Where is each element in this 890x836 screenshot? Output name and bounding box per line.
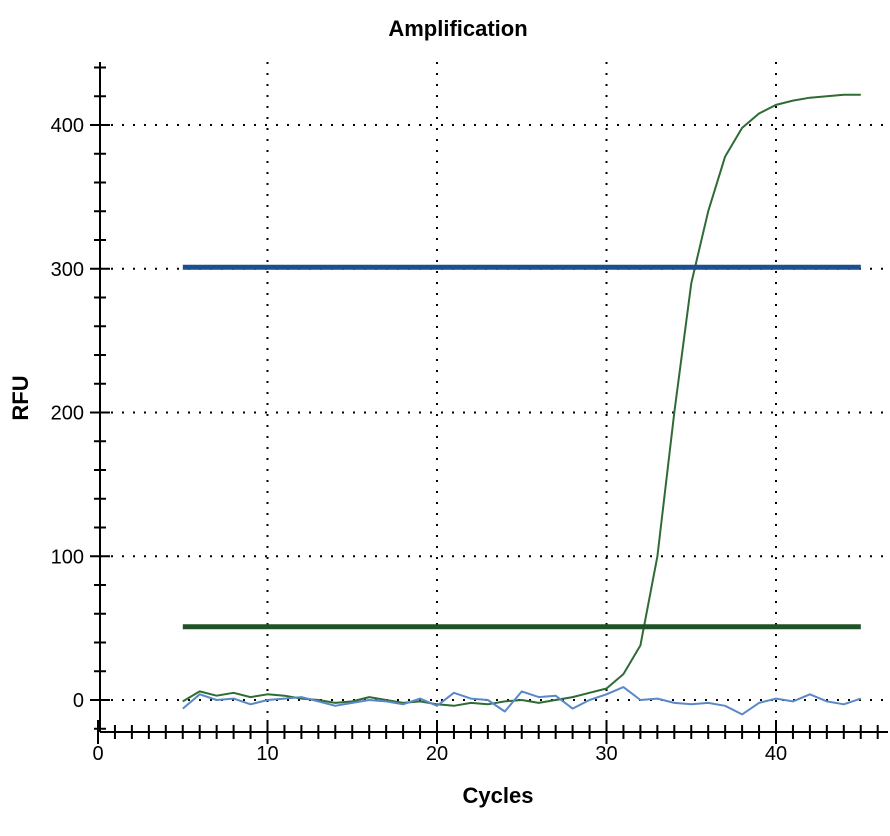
amplification-curve-1 bbox=[182, 686, 862, 716]
x-tick-label-30: 30 bbox=[595, 743, 617, 765]
y-tick-label-100: 100 bbox=[51, 546, 84, 568]
x-tick-label-10: 10 bbox=[256, 743, 278, 765]
axes bbox=[90, 62, 888, 744]
y-tick-label-200: 200 bbox=[51, 403, 84, 425]
y-tick-label-300: 300 bbox=[51, 259, 84, 281]
y-tick-label-400: 400 bbox=[51, 115, 84, 137]
chart-title: Amplification bbox=[388, 16, 527, 41]
x-axis-label: Cycles bbox=[463, 783, 534, 808]
x-tick-label-40: 40 bbox=[765, 743, 787, 765]
amplification-curve-0 bbox=[182, 93, 861, 707]
grid-lines bbox=[100, 62, 888, 732]
y-tick-label-0: 0 bbox=[73, 690, 84, 712]
x-tick-label-0: 0 bbox=[92, 743, 103, 765]
y-axis-label: RFU bbox=[8, 375, 33, 420]
x-tick-label-20: 20 bbox=[426, 743, 448, 765]
data-series bbox=[182, 93, 862, 716]
